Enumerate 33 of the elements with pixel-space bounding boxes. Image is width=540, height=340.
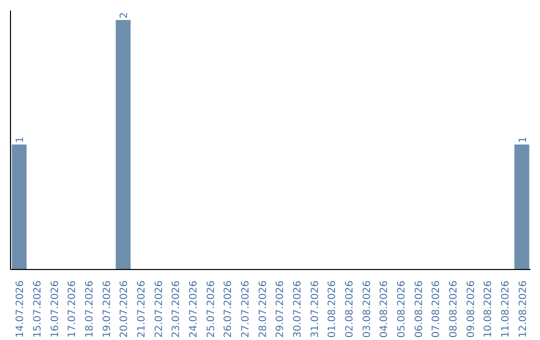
x-tick-label: 20.07.2026 [119,280,130,338]
x-tick-label: 15.07.2026 [32,280,44,338]
x-tick-label: 06.08.2026 [414,280,425,338]
x-tick-label: 09.08.2026 [466,280,477,338]
data-label: 2 [119,12,130,18]
x-tick-label: 08.08.2026 [448,280,460,338]
x-tick-label: 25.07.2026 [206,280,217,338]
x-tick-label: 21.07.2026 [136,280,148,338]
x-tick-label: 28.07.2026 [258,280,269,338]
x-tick-label: 17.07.2026 [67,280,78,338]
x-tick-label: 04.08.2026 [379,280,390,338]
data-label: 1 [15,136,26,143]
x-tick-label: 18.07.2026 [84,280,96,338]
x-tick-label: 26.07.2026 [223,280,234,338]
x-tick-label: 31.07.2026 [310,280,321,338]
x-tick-label: 19.07.2026 [102,280,113,338]
x-tick-label: 05.08.2026 [396,280,408,338]
x-tick-label: 12.08.2026 [518,280,529,338]
x-tick-label: 03.08.2026 [362,280,373,338]
x-tick-label: 23.07.2026 [171,280,182,338]
data-label: 1 [518,136,529,143]
x-tick-label: 02.08.2026 [344,280,356,338]
x-tick-label: 07.08.2026 [431,280,442,338]
x-tick-label: 16.07.2026 [50,280,61,338]
x-tick-label: 30.07.2026 [292,280,304,338]
x-tick-label: 29.07.2026 [275,280,286,338]
x-tick-label: 14.07.2026 [15,280,26,338]
x-tick-label: 10.08.2026 [483,280,494,338]
x-tick-label: 01.08.2026 [327,280,338,338]
x-tick-label: 27.07.2026 [240,280,252,338]
x-tick-label: 24.07.2026 [188,280,200,338]
x-tick-label: 11.08.2026 [500,280,512,338]
x-tick-label: 22.07.2026 [154,280,165,338]
